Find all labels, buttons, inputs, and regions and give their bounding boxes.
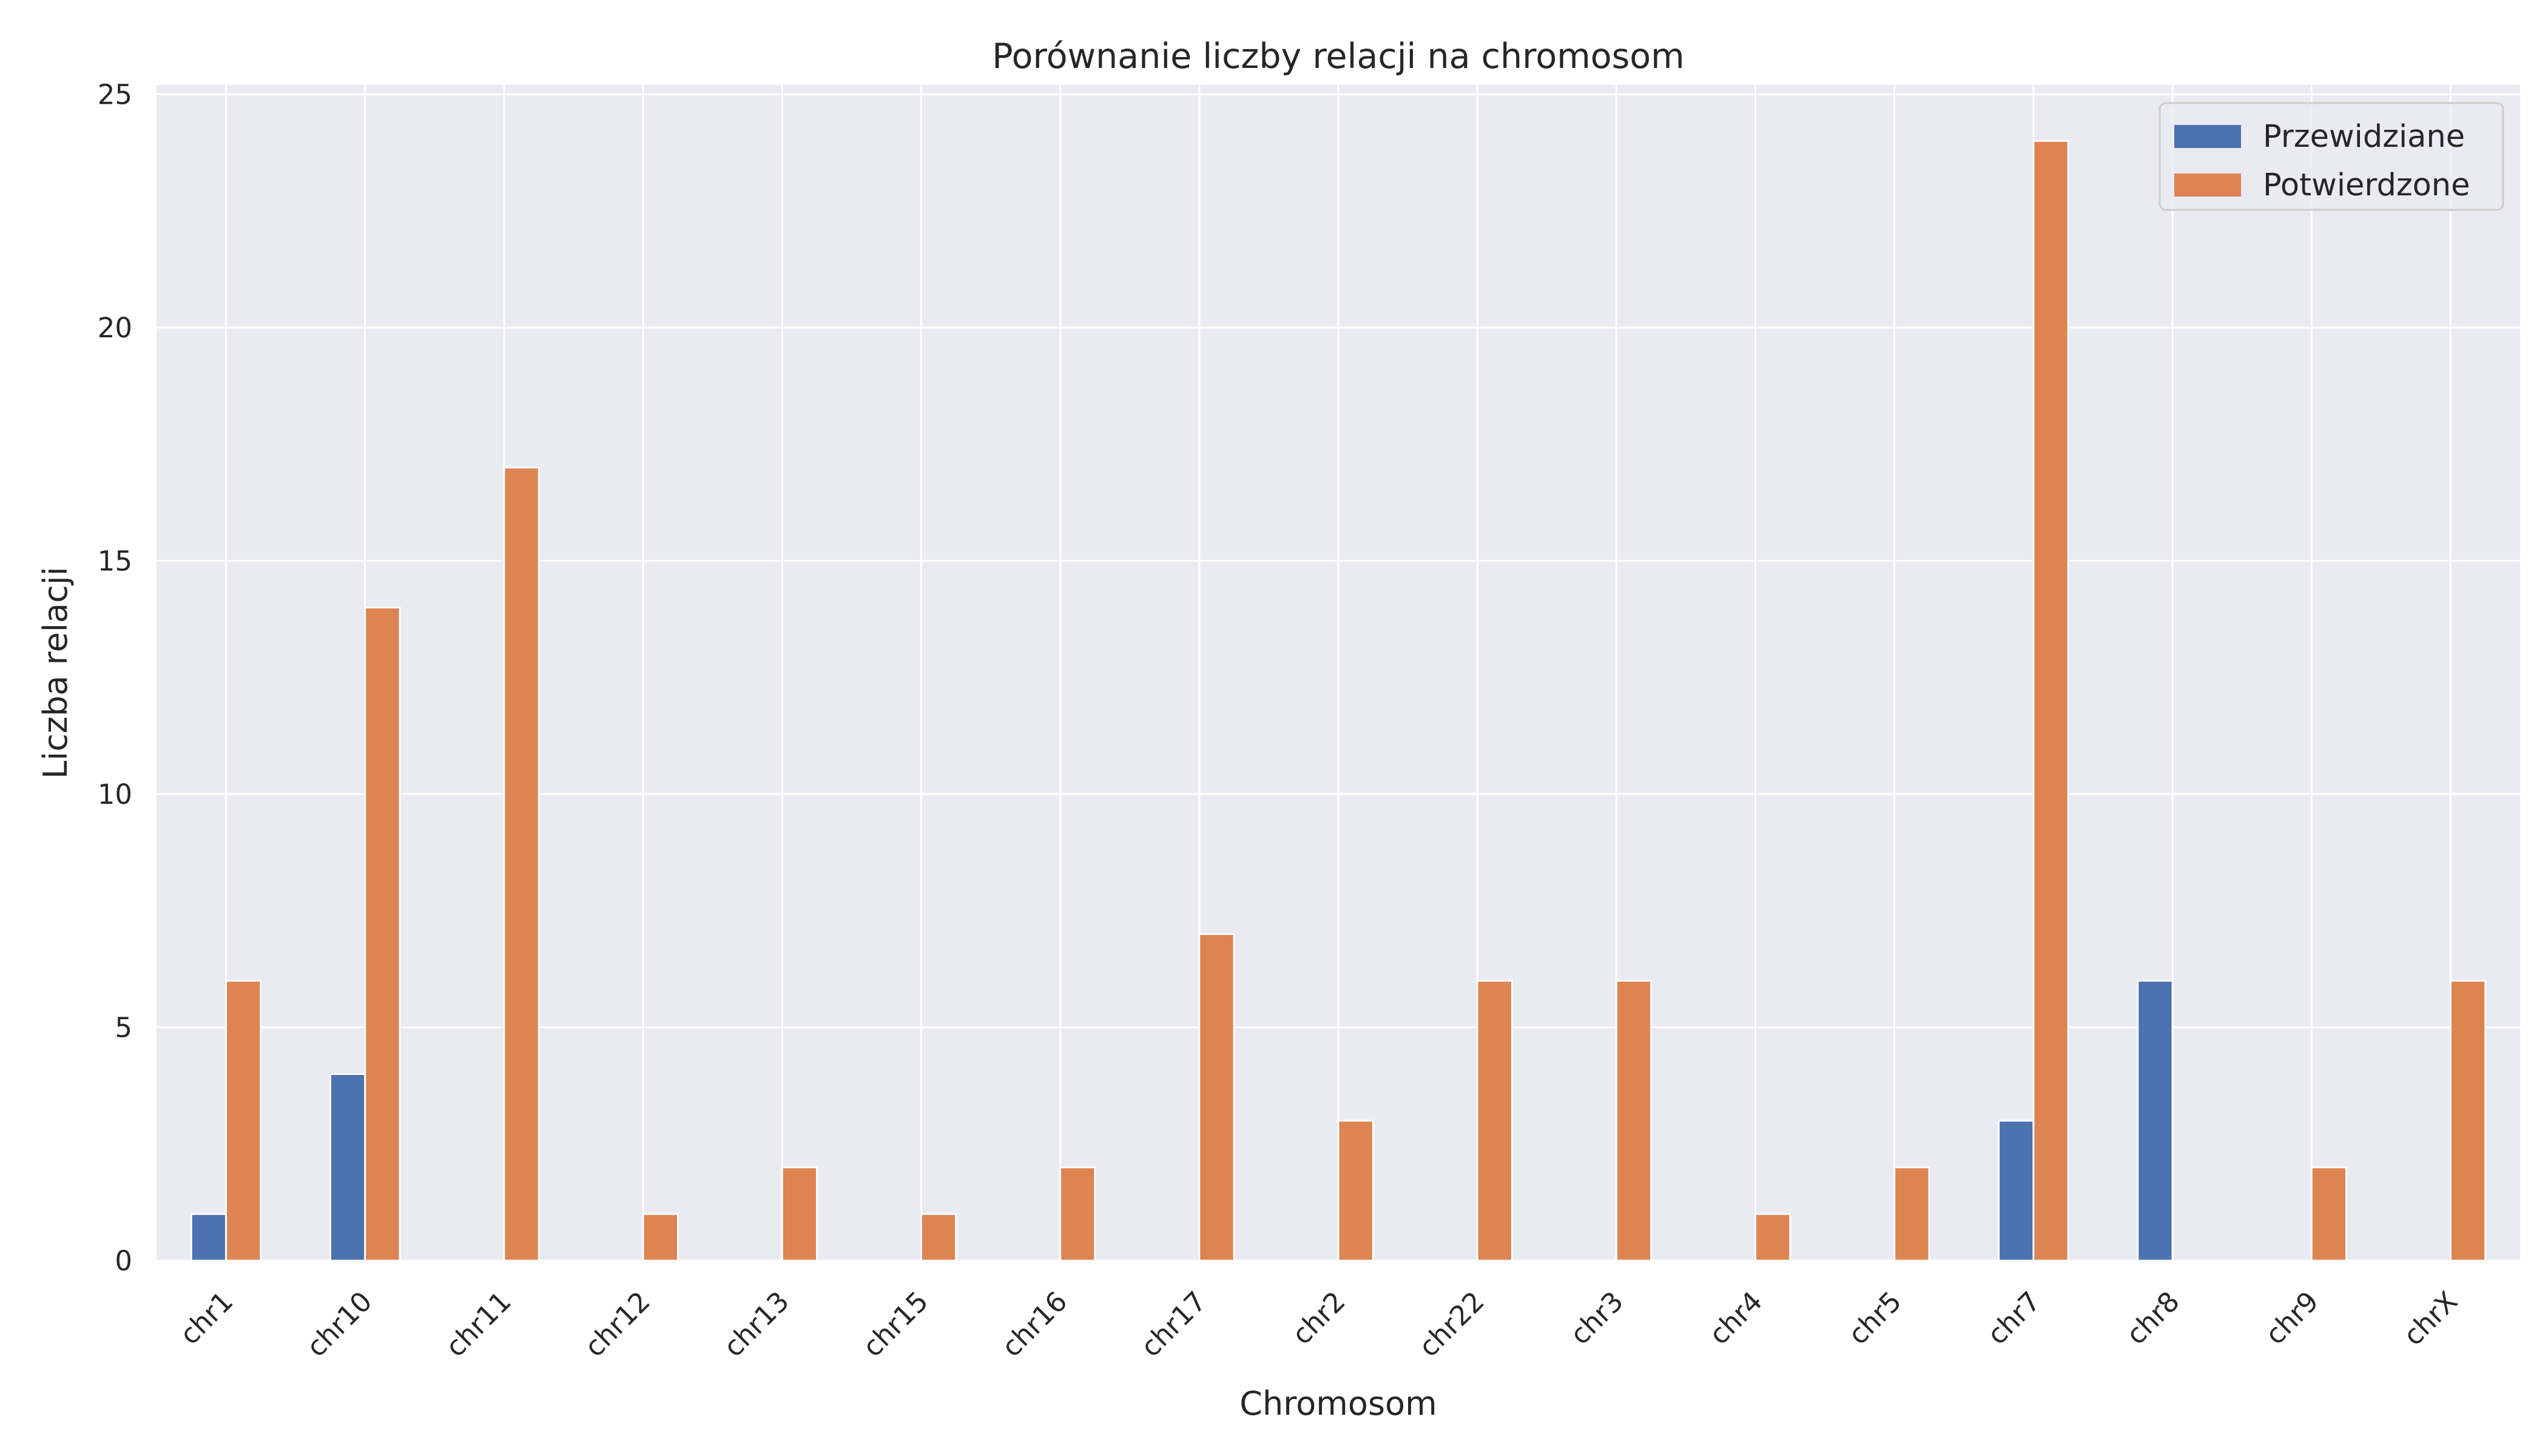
legend: Przewidziane Potwierdzone [2159,102,2504,211]
bar-chr15-potwierdzone [920,1213,957,1262]
legend-swatch [2174,174,2241,197]
legend-label: Przewidziane [2263,119,2465,155]
chart-title: Porównanie liczby relacji na chromosom [992,36,1684,76]
x-axis-title: Chromosom [1239,1384,1437,1423]
x-tick-label: chr16 [996,1285,1074,1363]
bar-chr7-potwierdzone [2032,140,2069,1262]
x-tick-label: chrX [2397,1285,2464,1352]
x-tick-label: chr17 [1134,1285,1213,1363]
bar-chr16-potwierdzone [1059,1166,1096,1262]
x-tick-label: chr4 [1703,1285,1768,1350]
x-tick-label: chr9 [2259,1285,2325,1350]
bar-chr5-potwierdzone [1893,1166,1930,1262]
bar-chr13-potwierdzone [781,1166,818,1262]
y-tick-label: 5 [115,1011,132,1043]
y-tick-label: 0 [115,1245,132,1277]
y-tick-labels: 0 5 10 15 20 25 [98,78,132,1277]
bar-chr3-potwierdzone [1615,980,1653,1262]
bar-chr17-potwierdzone [1198,933,1235,1262]
bar-chr12-potwierdzone [642,1213,679,1262]
x-tick-label: chr12 [578,1285,656,1363]
bar-chr1-potwierdzone [225,980,262,1262]
y-tick-label: 25 [98,78,132,110]
x-tick-label: chr1 [174,1285,239,1350]
x-tick-label: chr5 [1842,1285,1907,1350]
legend-box [2159,102,2504,211]
bar-chrX-potwierdzone [2449,980,2487,1262]
bar-chr8-przewidziane [2137,980,2174,1262]
x-tick-label: chr10 [300,1285,379,1363]
x-tick-label: chr11 [439,1285,517,1363]
x-tick-labels: chr1 chr10 chr11 chr12 chr13 chr15 chr16 chr17 c… [174,1285,2464,1363]
bar-chr2-potwierdzone [1337,1119,1374,1262]
x-tick-label: chr2 [1286,1285,1351,1350]
bar-chr10-przewidziane [329,1073,366,1262]
x-tick-label: chr3 [1564,1285,1630,1350]
bar-chr22-potwierdzone [1476,980,1513,1262]
bars [190,140,2487,1262]
legend-swatch [2174,125,2241,148]
y-tick-label: 10 [98,778,132,811]
x-tick-label: chr7 [1981,1285,2046,1350]
x-tick-label: chr8 [2120,1285,2185,1350]
bar-chr1-przewidziane [190,1213,228,1262]
x-tick-label: chr22 [1412,1285,1491,1363]
y-tick-label: 20 [98,312,132,344]
bar-chr10-potwierdzone [364,606,401,1262]
bar-chr4-potwierdzone [1754,1213,1791,1262]
y-tick-label: 15 [98,545,132,577]
bar-chr11-potwierdzone [503,467,540,1262]
x-tick-label: chr13 [717,1285,795,1363]
legend-label: Potwierdzone [2263,167,2470,203]
y-axis-title: Liczba relacji [36,567,75,779]
x-tick-label: chr15 [857,1285,935,1363]
bar-chr7-przewidziane [1998,1119,2035,1262]
bar-chr9-potwierdzone [2310,1166,2348,1262]
